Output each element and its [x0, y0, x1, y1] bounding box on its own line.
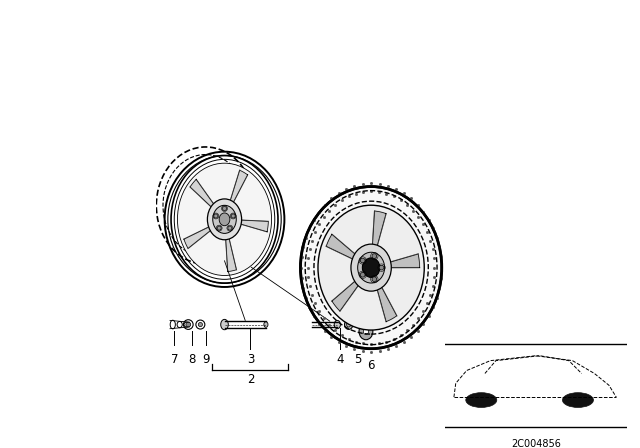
Circle shape: [228, 226, 232, 230]
Polygon shape: [388, 254, 420, 267]
Circle shape: [379, 265, 384, 270]
Polygon shape: [376, 285, 397, 322]
Circle shape: [217, 226, 221, 230]
Circle shape: [360, 272, 365, 277]
Circle shape: [198, 323, 202, 327]
Text: 4: 4: [337, 353, 344, 366]
Ellipse shape: [359, 323, 373, 340]
Text: 3: 3: [246, 353, 254, 366]
Ellipse shape: [219, 213, 230, 226]
Text: 2: 2: [246, 373, 254, 386]
Ellipse shape: [351, 244, 391, 291]
Polygon shape: [184, 225, 214, 248]
Circle shape: [231, 214, 235, 218]
Circle shape: [214, 214, 218, 218]
Circle shape: [372, 277, 377, 281]
Ellipse shape: [301, 186, 442, 349]
Ellipse shape: [563, 392, 593, 408]
Polygon shape: [229, 170, 248, 207]
Circle shape: [223, 207, 227, 211]
Text: 2C004856: 2C004856: [511, 439, 561, 448]
Ellipse shape: [334, 320, 340, 329]
Ellipse shape: [318, 205, 424, 330]
Circle shape: [186, 322, 191, 327]
Ellipse shape: [344, 320, 353, 329]
Polygon shape: [332, 280, 360, 311]
Ellipse shape: [364, 328, 369, 335]
Ellipse shape: [362, 258, 380, 277]
Text: 8: 8: [188, 353, 195, 366]
Ellipse shape: [264, 322, 268, 327]
Text: 1: 1: [405, 228, 413, 241]
Circle shape: [372, 254, 377, 258]
Ellipse shape: [177, 163, 271, 276]
Polygon shape: [326, 234, 357, 260]
Text: 6: 6: [367, 359, 375, 372]
Ellipse shape: [221, 319, 228, 330]
Polygon shape: [190, 179, 216, 210]
Text: 7: 7: [171, 353, 179, 366]
Ellipse shape: [207, 199, 242, 240]
Text: 9: 9: [202, 353, 209, 366]
Text: 5: 5: [354, 353, 361, 366]
Ellipse shape: [466, 392, 497, 408]
Ellipse shape: [212, 205, 236, 233]
Polygon shape: [372, 211, 386, 248]
Polygon shape: [225, 234, 236, 271]
Circle shape: [360, 258, 365, 263]
Polygon shape: [237, 220, 268, 232]
Ellipse shape: [358, 252, 385, 283]
